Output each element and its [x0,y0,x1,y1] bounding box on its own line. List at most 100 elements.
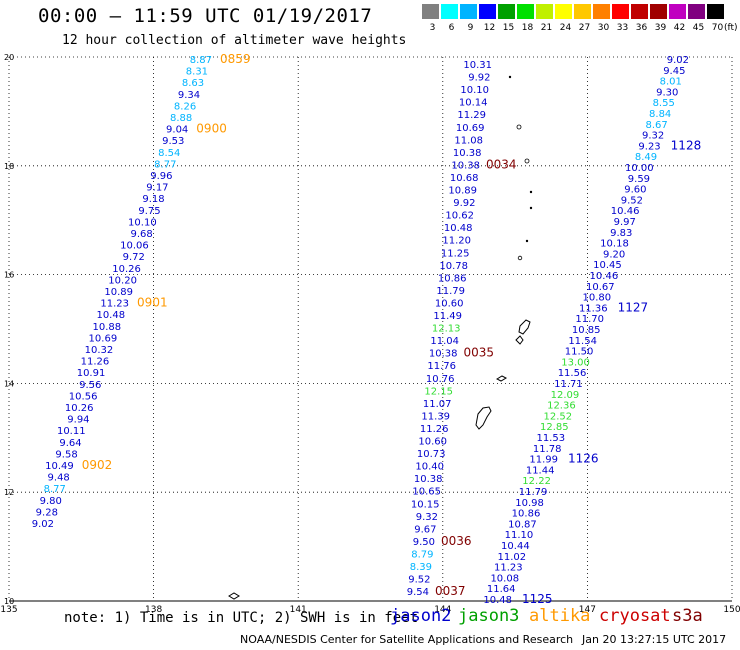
wave-height-label: 11.36 [579,303,608,314]
wave-height-label: 11.29 [457,110,486,121]
x-tick-label: 135 [0,605,17,615]
wave-height-label: 10.76 [426,374,455,385]
wave-height-label: 10.85 [572,325,601,336]
wave-height-label: 11.70 [575,314,604,325]
wave-height-label: 9.02 [667,55,689,66]
wave-height-label: 9.83 [610,228,632,239]
wave-height-label: 10.38 [453,148,482,159]
map-axes: 135 138 141 144 147 150 10 12 14 16 18 20 [0,53,740,615]
wave-height-label: 8.77 [154,159,176,170]
wave-height-label: 11.39 [421,411,450,422]
wave-height-label: 10.40 [415,462,444,473]
x-tick-label: 147 [579,605,596,615]
wave-height-label: 9.32 [642,131,664,142]
satellite-tracks: 8.878.318.639.348.268.889.049.538.548.77… [32,52,701,606]
wave-height-label: 12.52 [544,411,573,422]
island-dot [508,75,512,79]
pass-time-label: 0902 [82,458,113,472]
scale-swatch [612,4,629,19]
wave-height-label: 10.06 [120,241,149,252]
scale-label: 30 [597,23,610,33]
wave-height-label: 9.60 [624,185,646,196]
wave-height-label: 11.49 [433,311,462,322]
scale-label: 33 [616,23,629,33]
scale-swatch [460,4,477,19]
wave-height-label: 9.80 [40,496,62,507]
page-subtitle: 12 hour collection of altimeter wave hei… [62,33,407,48]
pass-time-label: 0901 [137,296,168,310]
footer-note: note: 1) Time is in UTC; 2) SWH is in fe… [64,610,419,626]
wave-height-label: 10.32 [85,345,114,356]
wave-height-label: 10.08 [490,573,519,584]
wave-height-label: 10.88 [93,322,122,333]
y-tick-label: 18 [4,162,14,171]
wave-height-label: 10.38 [451,160,480,171]
footer-created-time: Jan 20 13:27:15 UTC 2017 [582,633,727,646]
wave-height-label: 9.48 [48,473,70,484]
scale-label: 18 [521,23,534,33]
scale-unit: (ft) [724,23,738,33]
wave-height-label: 10.89 [448,186,477,197]
wave-height-label: 8.49 [635,152,657,163]
wave-height-label: 9.20 [603,249,625,260]
wave-height-label: 11.99 [529,455,558,466]
wave-height-label: 10.91 [77,368,106,379]
wave-height-label: 10.46 [611,206,640,217]
track-1: 8.878.318.639.348.268.889.049.538.548.77… [32,52,251,530]
x-tick-label: 144 [434,605,451,615]
island-dot [529,206,533,210]
wave-height-label: 9.52 [621,195,643,206]
wave-height-label: 10.48 [96,310,125,321]
scale-label: 3 [429,23,436,33]
scale-swatch [593,4,610,19]
wave-height-label: 10.31 [463,60,492,71]
wave-height-label: 9.17 [146,183,168,194]
y-tick-label: 16 [4,271,14,280]
wave-height-label: 8.55 [653,98,675,109]
wave-height-label: 10.60 [435,298,464,309]
wave-height-label: 9.52 [408,575,430,586]
wave-height-label: 11.76 [427,361,456,372]
islands-layer [228,75,533,600]
wave-height-label: 11.79 [519,487,548,498]
wave-height-label: 9.53 [162,136,184,147]
island-dot [525,239,529,243]
wave-height-label: 11.10 [505,530,534,541]
wave-height-label: 8.67 [645,120,667,131]
scale-label: 42 [673,23,686,33]
scale-label: 45 [692,23,705,33]
wave-height-label: 9.02 [32,519,54,530]
map-grid [8,56,733,602]
footer-credit: NOAA/NESDIS Center for Satellite Applica… [240,633,574,646]
scale-swatch [707,4,724,19]
wave-height-label: 11.23 [100,299,129,310]
scale-swatch [422,4,439,19]
scale-swatch [517,4,534,19]
island-dot [516,124,522,130]
y-tick-label: 10 [4,597,14,606]
pass-time-label: 1127 [618,300,649,314]
pass-time-label: 0037 [435,584,466,598]
wave-height-label: 11.71 [554,379,583,390]
scale-swatch [669,4,686,19]
wave-height-label: 10.67 [586,282,615,293]
island-dot [517,255,523,261]
wave-height-label: 9.67 [414,524,436,535]
wave-height-label: 11.56 [558,368,587,379]
wave-height-label: 8.87 [190,55,212,66]
y-tick-label: 20 [4,53,14,62]
wave-height-label: 10.73 [417,449,446,460]
wave-height-label: 9.54 [407,587,429,598]
wave-height-label: 11.23 [494,563,523,574]
island [518,319,531,335]
track-2: 10.319.9210.1010.1411.2910.6911.0810.381… [407,60,517,598]
wave-height-label: 10.62 [445,211,474,222]
wave-height-label: 10.26 [65,403,94,414]
wave-height-label: 11.20 [442,236,471,247]
scale-swatch [631,4,648,19]
island [515,335,524,345]
scale-label: 24 [559,23,572,33]
wave-height-label: 11.07 [423,399,452,410]
wave-height-label: 8.63 [182,78,204,89]
wave-height-label: 11.50 [565,347,594,358]
